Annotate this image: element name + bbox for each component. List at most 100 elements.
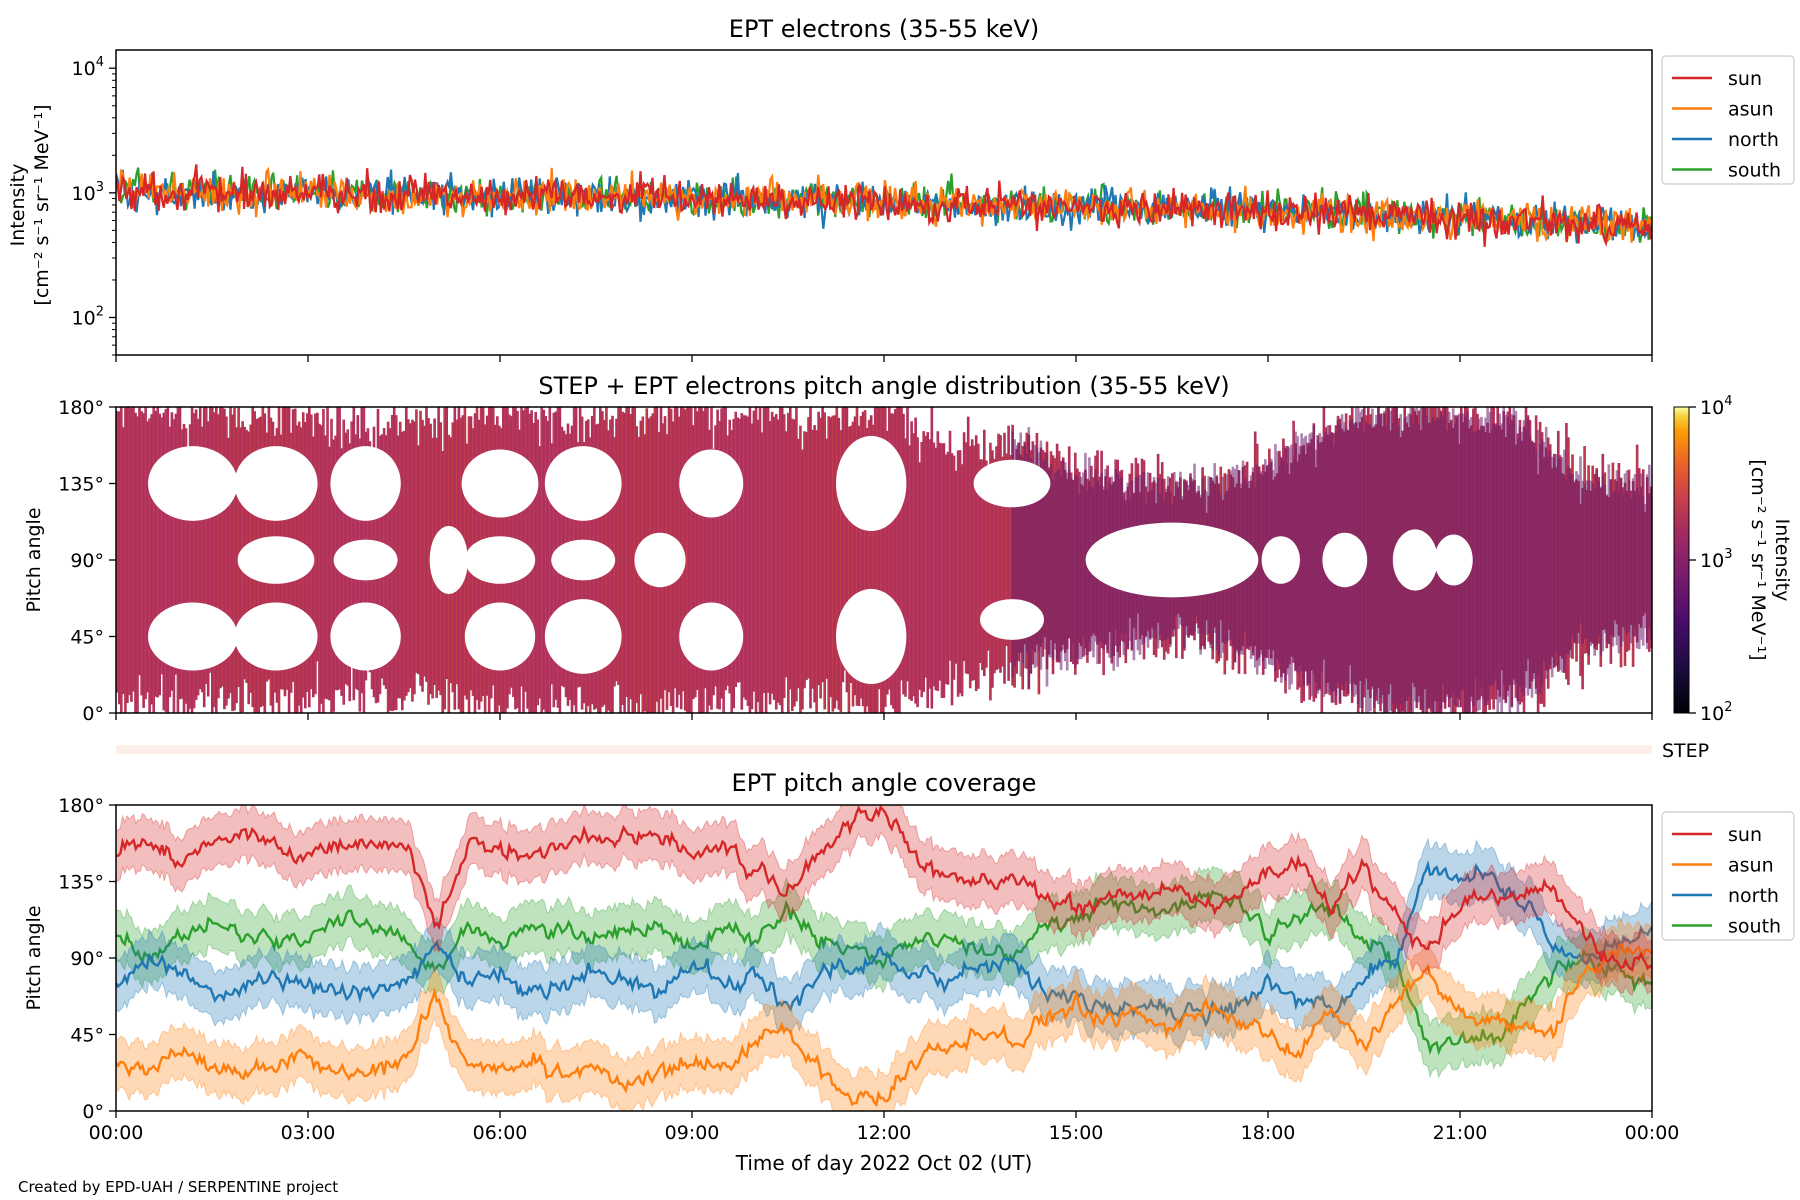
panel3-plot-area bbox=[116, 805, 1652, 1111]
panel2-ytick-label: 0° bbox=[82, 703, 104, 725]
colorbar-gradient bbox=[1673, 406, 1690, 714]
panel1-intensity: EPT electrons (35-55 keV) 102 103 104 Inte… bbox=[7, 15, 1795, 362]
panel2-coverage-gap bbox=[551, 539, 616, 581]
panel2-coverage-gap bbox=[679, 449, 744, 518]
panel2-ytick-label: 180° bbox=[58, 397, 104, 419]
panel2-coverage-gap bbox=[330, 446, 401, 521]
legend-label-sun: sun bbox=[1728, 824, 1762, 846]
panel1-y-ticks: 102 103 104 bbox=[72, 55, 116, 356]
panel3-ytick-label: 0° bbox=[82, 1101, 104, 1123]
panel2-coverage-gap bbox=[634, 532, 686, 588]
panel1-plot-area bbox=[116, 164, 1652, 248]
panel3-ytick-label: 45° bbox=[70, 1025, 104, 1047]
xtick-label: 06:00 bbox=[473, 1122, 528, 1144]
panel3-legend-box bbox=[1661, 811, 1795, 941]
panel1-x-ticks bbox=[115, 355, 1653, 362]
panel2-coverage-gap bbox=[544, 599, 622, 674]
colorbar-tick-label: 103 bbox=[1700, 547, 1732, 572]
xtick-label: 18:00 bbox=[1241, 1122, 1296, 1144]
panel2-coverage-gap bbox=[1261, 536, 1301, 584]
panel1-legend: sun asun north south bbox=[1661, 55, 1795, 185]
panel2-coverage-gap bbox=[836, 588, 907, 685]
panel3-series-north bbox=[116, 859, 1652, 1028]
panel2-coverage-gap bbox=[237, 536, 315, 584]
panel3-ytick-label: 90° bbox=[70, 948, 104, 970]
panel1-title: EPT electrons (35-55 keV) bbox=[729, 15, 1039, 43]
panel3-series-asun bbox=[116, 942, 1652, 1108]
panel2-coverage-gap bbox=[148, 602, 238, 671]
panel2-x-ticks bbox=[115, 713, 1653, 720]
xtick-label: 21:00 bbox=[1433, 1122, 1488, 1144]
panel3-band-asun bbox=[116, 918, 1652, 1111]
panel2-coverage-gap bbox=[464, 602, 536, 671]
legend-label-north: north bbox=[1728, 129, 1779, 151]
step-strip-label: STEP bbox=[1662, 740, 1709, 762]
panel2-coverage-gap bbox=[980, 599, 1044, 640]
panel2-coverage-gap bbox=[679, 602, 744, 671]
panel2-plot-area bbox=[116, 407, 1652, 713]
panel2-coverage-gap bbox=[234, 446, 318, 521]
panel2-ytick-label: 45° bbox=[70, 627, 104, 649]
colorbar-tick-label: 102 bbox=[1700, 700, 1732, 725]
panel3-ylabel: Pitch angle bbox=[23, 905, 45, 1010]
panel1-ytick-label: 104 bbox=[72, 55, 104, 80]
panel2-ylabel: Pitch angle bbox=[23, 507, 45, 612]
panel2-coverage-gap bbox=[464, 536, 536, 584]
xtick-label: 03:00 bbox=[281, 1122, 336, 1144]
panel2-title: STEP + EPT electrons pitch angle distrib… bbox=[538, 372, 1229, 400]
legend-label-south: south bbox=[1728, 916, 1781, 938]
xtick-label: 15:00 bbox=[1049, 1122, 1104, 1144]
panel3-ytick-label: 135° bbox=[58, 872, 104, 894]
panel2-coverage-gap bbox=[1392, 529, 1438, 591]
panel1-ytick-label: 102 bbox=[72, 304, 104, 329]
panel2-pad: STEP + EPT electrons pitch angle distrib… bbox=[23, 372, 1793, 725]
panel3-band-north bbox=[116, 837, 1652, 1052]
legend-label-asun: asun bbox=[1728, 99, 1774, 121]
xtick-label: 12:00 bbox=[857, 1122, 912, 1144]
legend-label-south: south bbox=[1728, 160, 1781, 182]
panel2-coverage-gap bbox=[1322, 532, 1368, 588]
panel3-title: EPT pitch angle coverage bbox=[732, 769, 1037, 797]
panel1-legend-box bbox=[1661, 55, 1795, 185]
panel2-ytick-label: 135° bbox=[58, 474, 104, 496]
colorbar-label-line2: [cm⁻² s⁻¹ sr⁻¹ MeV⁻¹] bbox=[1747, 459, 1769, 660]
xtick-label: 00:00 bbox=[1625, 1122, 1680, 1144]
panel2-coverage-gap bbox=[836, 435, 907, 532]
panel1-ytick-label: 103 bbox=[72, 180, 104, 205]
legend-label-asun: asun bbox=[1728, 855, 1774, 877]
panel3-coverage: EPT pitch angle coverage 0° 45° 90° 135° 180… bbox=[23, 769, 1795, 1175]
panel2-y-ticks: 0° 45° 90° 135° 180° bbox=[58, 397, 116, 725]
panel2-coverage-gap bbox=[429, 526, 468, 594]
panel2-coverage-gap bbox=[148, 446, 238, 521]
xtick-label: 00:00 bbox=[89, 1122, 144, 1144]
panel3-series-south bbox=[116, 889, 1652, 1056]
panel1-ylabel-line2: [cm⁻² s⁻¹ sr⁻¹ MeV⁻¹] bbox=[31, 104, 53, 305]
panel3-band-south bbox=[116, 865, 1652, 1079]
panel2-coverage-gap bbox=[544, 446, 622, 521]
panel2-coverage-gap bbox=[333, 539, 398, 581]
panel1-ylabel-line1: Intensity bbox=[7, 164, 29, 247]
footer-credit: Created by EPD-UAH / SERPENTINE project bbox=[18, 1178, 338, 1196]
panel3-band-sun bbox=[116, 805, 1652, 997]
panel2-ytick-label: 90° bbox=[70, 550, 104, 572]
colorbar-ticks: 102 103 104 bbox=[1689, 394, 1732, 725]
panel2-coverage-gap bbox=[461, 449, 539, 518]
panel3-legend: sun asun north south bbox=[1661, 811, 1795, 941]
colorbar-label-line1: Intensity bbox=[1771, 519, 1793, 602]
panel3-y-ticks: 0° 45° 90° 135° 180° bbox=[58, 795, 116, 1123]
step-strip: STEP bbox=[116, 740, 1709, 762]
legend-label-sun: sun bbox=[1728, 68, 1762, 90]
panel3-series-sun bbox=[116, 805, 1652, 972]
panel2-coverage-gap bbox=[234, 602, 318, 671]
panel3-ytick-label: 180° bbox=[58, 795, 104, 817]
panel2-colorbar: 102 103 104 Intensity [cm⁻² s⁻¹ sr⁻¹ MeV⁻¹… bbox=[1673, 394, 1793, 725]
panel1-series-sun bbox=[116, 164, 1652, 248]
legend-label-north: north bbox=[1728, 885, 1779, 907]
panel2-coverage-gap bbox=[973, 459, 1051, 508]
xtick-label: 09:00 bbox=[665, 1122, 720, 1144]
colorbar-tick-label: 104 bbox=[1700, 394, 1732, 419]
step-strip-bar bbox=[116, 745, 1652, 754]
panel3-x-ticks: 00:00 03:00 06:00 09:00 12:00 15:00 18:00 21:00… bbox=[89, 1111, 1680, 1144]
panel2-coverage-gap bbox=[1085, 522, 1259, 598]
